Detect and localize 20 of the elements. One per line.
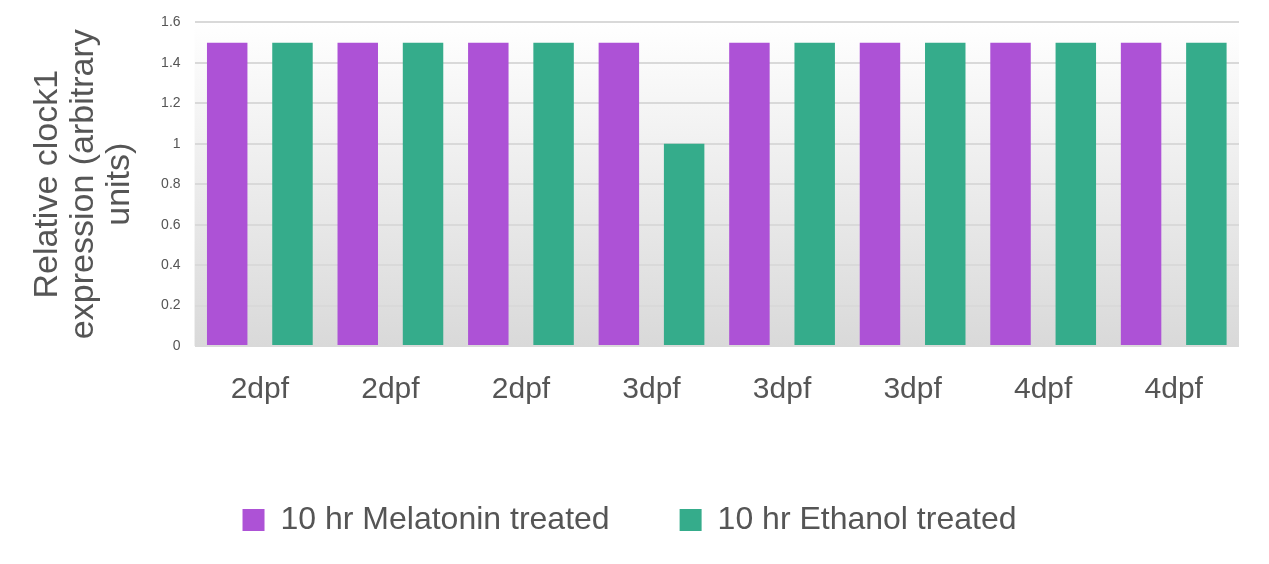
x-tick-label: 2dpf [491, 371, 551, 405]
y-tick-label: 1.6 [161, 13, 181, 30]
y-tick-label: 0.6 [161, 215, 181, 232]
y-tick-label: 1.4 [161, 53, 181, 70]
y-axis-title: Relative clock1 expression (arbitrary units) [26, 29, 136, 340]
y-tick-label: 0.4 [161, 255, 181, 272]
legend-label: 10 hr Melatonin treated [280, 499, 610, 536]
x-tick-label: 2dpf [230, 371, 290, 405]
y-tick-label: 0 [172, 336, 181, 353]
x-tick-label: 3dpf [883, 371, 943, 405]
y-tick-label: 1.2 [161, 94, 181, 111]
y-tick-label: 1 [172, 134, 181, 151]
y-tick-label: 0.2 [161, 296, 181, 313]
x-tick-label: 3dpf [622, 371, 682, 405]
x-tick-label: 3dpf [752, 371, 812, 405]
x-tick-label: 2dpf [361, 371, 421, 405]
x-tick-label: 4dpf [1013, 371, 1074, 405]
x-tick-label: 4dpf [1144, 371, 1204, 405]
legend-label: 10 hr Ethanol treated [717, 499, 1017, 536]
y-tick-label: 0.8 [161, 175, 181, 192]
